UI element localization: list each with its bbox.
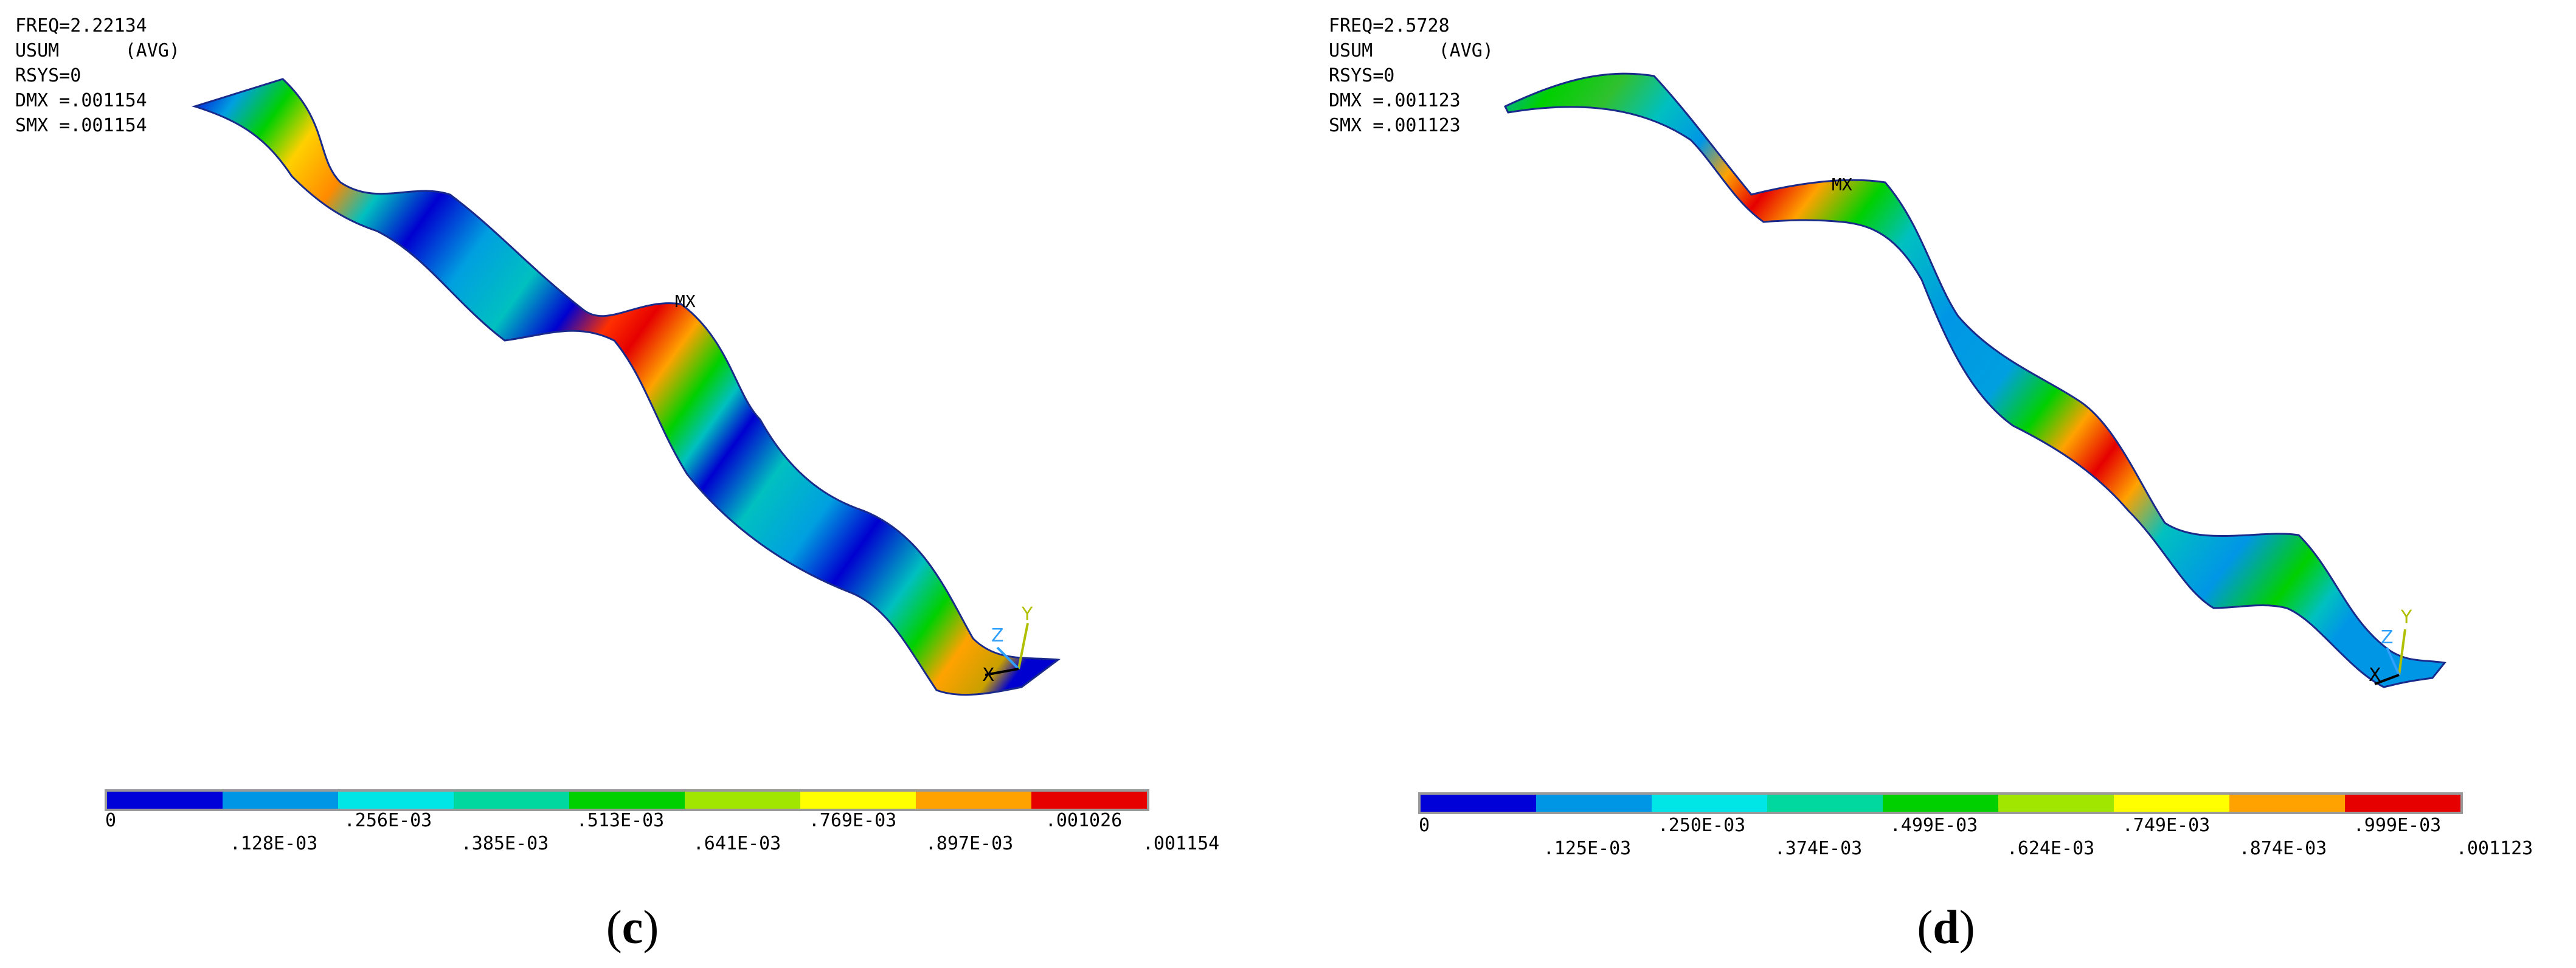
triad-z-label: Z	[991, 625, 1004, 646]
contour-legend-bar	[105, 789, 1149, 811]
usum-line: USUM (AVG)	[15, 40, 180, 61]
panel-caption-letter: d	[1933, 901, 1959, 953]
legend-band	[107, 792, 223, 809]
triad-x-label: X	[2369, 665, 2381, 686]
triad-z-label: Z	[2381, 627, 2394, 648]
legend-band	[1883, 795, 1998, 812]
legend-band	[1767, 795, 1883, 812]
coordinate-triad: Y Z X	[2369, 607, 2412, 686]
max-displacement-label: MX	[1832, 175, 1852, 195]
triad-y-label: Y	[2400, 607, 2412, 628]
legend-tick: .641E-03	[693, 833, 781, 854]
triad-y-label: Y	[1021, 604, 1033, 625]
freq-line: FREQ=2.22134	[15, 15, 147, 36]
legend-tick: .128E-03	[229, 833, 318, 854]
legend-band	[800, 792, 916, 809]
legend-tick: .001026	[1045, 810, 1123, 831]
freq-line: FREQ=2.5728	[1329, 15, 1450, 36]
smx-line: SMX =.001154	[15, 115, 147, 136]
legend-tick: .250E-03	[1657, 815, 1746, 836]
legend-band	[569, 792, 685, 809]
legend-band	[223, 792, 338, 809]
mode-shape-panel-d: FREQ=2.5728 USUM (AVG) RSYS=0 DMX =.001123 S…	[1314, 0, 2576, 968]
legend-tick: .624E-03	[2006, 838, 2095, 859]
legend-band	[1652, 795, 1767, 812]
legend-tick: .001154	[1142, 833, 1220, 854]
coordinate-triad: Y Z X	[982, 604, 1033, 686]
legend-band	[2114, 795, 2229, 812]
legend-band	[454, 792, 569, 809]
legend-band	[1536, 795, 1652, 812]
legend-tick: .125E-03	[1543, 838, 1632, 859]
rsys-line: RSYS=0	[1329, 65, 1395, 86]
legend-band	[916, 792, 1031, 809]
deformed-shape-plot: MX Y Z X	[1503, 72, 2446, 688]
result-info-block: FREQ=2.22134 USUM (AVG) RSYS=0 DMX =.001154…	[15, 13, 180, 138]
legend-tick: .769E-03	[808, 810, 897, 831]
rsys-line: RSYS=0	[15, 65, 81, 86]
legend-band	[2229, 795, 2345, 812]
legend-band	[2345, 795, 2460, 812]
panel-caption-letter: c	[621, 901, 643, 953]
dmx-line: DMX =.001123	[1329, 90, 1461, 111]
beam-mode-shape	[191, 78, 1061, 696]
panel-caption: (c)	[606, 901, 659, 953]
legend-tick: .001123	[2456, 838, 2533, 859]
smx-line: SMX =.001123	[1329, 115, 1461, 136]
legend-tick: .749E-03	[2122, 815, 2211, 836]
triad-x-label: X	[982, 665, 995, 686]
legend-tick: .999E-03	[2353, 815, 2442, 836]
legend-tick: .374E-03	[1774, 838, 1863, 859]
contour-legend-bar	[1418, 792, 2463, 814]
legend-tick: 0	[1418, 815, 1430, 836]
usum-line: USUM (AVG)	[1329, 40, 1494, 61]
beam-mode-shape	[1503, 72, 2446, 688]
legend-tick: .874E-03	[2238, 838, 2327, 859]
dmx-line: DMX =.001154	[15, 90, 147, 111]
legend-tick: .499E-03	[1889, 815, 1978, 836]
legend-band	[1031, 792, 1147, 809]
panel-caption: (d)	[1917, 901, 1975, 953]
legend-tick: .385E-03	[460, 833, 549, 854]
result-info-block: FREQ=2.5728 USUM (AVG) RSYS=0 DMX =.001123 S…	[1329, 13, 1494, 138]
legend-band	[1998, 795, 2114, 812]
legend-tick: .256E-03	[344, 810, 432, 831]
legend-band	[685, 792, 800, 809]
legend-band	[1421, 795, 1536, 812]
legend-tick: .513E-03	[576, 810, 665, 831]
legend-tick: .897E-03	[925, 833, 1014, 854]
mode-shape-panel-c: FREQ=2.22134 USUM (AVG) RSYS=0 DMX =.001154…	[15, 13, 1220, 953]
max-displacement-label: MX	[675, 291, 696, 311]
legend-tick: 0	[105, 810, 117, 831]
deformed-shape-plot: MX Y Z X	[191, 78, 1061, 696]
legend-band	[338, 792, 454, 809]
